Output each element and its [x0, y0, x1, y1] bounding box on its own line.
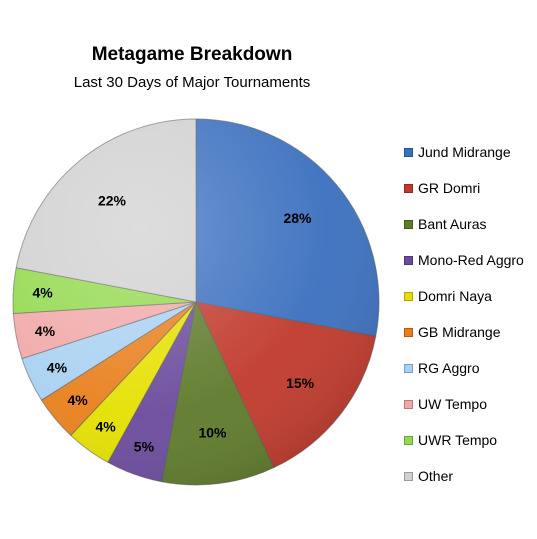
legend-item-other: Other: [404, 458, 537, 494]
slice-label-domri-naya: 4%: [95, 418, 116, 434]
slice-label-uw-tempo: 4%: [35, 323, 56, 339]
slice-label-jund-midrange: 28%: [283, 210, 312, 226]
legend-label: GR Domri: [418, 180, 481, 196]
pie-slice-jund-midrange: [195, 118, 380, 337]
title-block: Metagame Breakdown Last 30 Days of Major…: [0, 42, 384, 94]
legend-item-mono-red-aggro: Mono-Red Aggro: [404, 242, 537, 278]
legend-swatch: [404, 291, 413, 301]
legend-label: Bant Auras: [418, 216, 487, 232]
chart-subtitle: Last 30 Days of Major Tournaments: [73, 74, 311, 91]
legend-label: Mono-Red Aggro: [418, 252, 524, 268]
legend-label: UW Tempo: [418, 396, 487, 412]
legend-item-rg-aggro: RG Aggro: [404, 350, 537, 386]
slice-label-rg-aggro: 4%: [47, 360, 68, 376]
slice-label-uwr-tempo: 4%: [32, 284, 53, 300]
legend-item-gb-midrange: GB Midrange: [404, 314, 537, 350]
legend-item-uw-tempo: UW Tempo: [404, 386, 537, 422]
legend-swatch: [404, 255, 413, 265]
legend-label: GB Midrange: [418, 324, 501, 340]
legend-label: UWR Tempo: [418, 432, 498, 448]
legend-swatch: [404, 183, 413, 193]
legend-label: RG Aggro: [418, 360, 480, 376]
legend: Jund Midrange GR Domri Bant Auras Mono-Red …: [404, 134, 537, 494]
legend-label: Jund Midrange: [418, 144, 511, 160]
legend-item-domri-naya: Domri Naya: [404, 278, 537, 314]
pie-labels: 28% 15% 10% 5% 4% 4% 4% 4% 4% 22%: [32, 193, 314, 455]
legend-swatch: [404, 219, 413, 229]
slice-label-mono-red-aggro: 5%: [134, 439, 155, 455]
legend-label: Domri Naya: [418, 288, 492, 304]
legend-item-gr-domri: GR Domri: [404, 170, 537, 206]
legend-item-jund-midrange: Jund Midrange: [404, 134, 537, 170]
legend-swatch: [404, 327, 413, 337]
slice-label-gb-midrange: 4%: [67, 392, 88, 408]
slice-label-bant-auras: 10%: [198, 425, 227, 441]
legend-swatch: [404, 147, 413, 157]
legend-label: Other: [418, 468, 454, 484]
pie-slices: [12, 118, 380, 486]
slice-label-other: 22%: [98, 193, 127, 209]
chart-title: Metagame Breakdown: [91, 44, 293, 65]
slice-label-gr-domri: 15%: [286, 375, 315, 391]
legend-item-bant-auras: Bant Auras: [404, 206, 537, 242]
legend-swatch: [404, 435, 413, 445]
legend-swatch: [404, 471, 413, 481]
legend-swatch: [404, 399, 413, 409]
legend-item-uwr-tempo: UWR Tempo: [404, 422, 537, 458]
legend-swatch: [404, 363, 413, 373]
